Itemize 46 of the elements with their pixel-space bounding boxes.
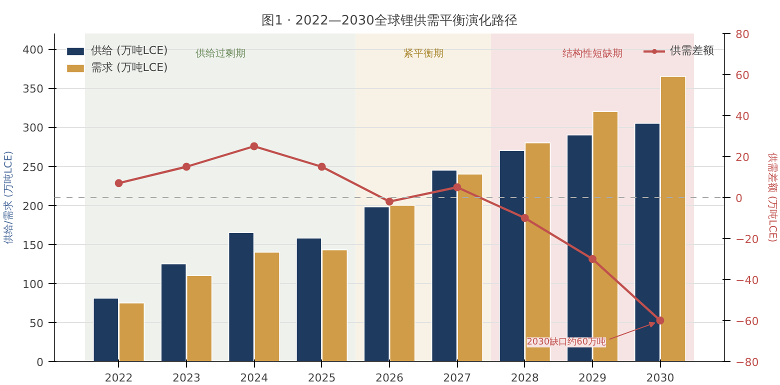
y-axis-title: 供给/需求 (万吨LCE)	[2, 150, 15, 244]
legend-label: 供给 (万吨LCE)	[91, 43, 168, 58]
band-label: 供给过剩期	[195, 48, 246, 60]
y-tick-label: 50	[30, 316, 44, 330]
x-tick-label: 2026	[376, 372, 404, 384]
x-tick-label: 2024	[240, 372, 268, 384]
y-tick-label: 150	[22, 238, 44, 252]
y-tick-label: 250	[22, 160, 44, 174]
point	[656, 316, 664, 324]
point	[520, 214, 529, 222]
point	[386, 198, 394, 206]
x-tick-label: 2027	[443, 372, 472, 384]
y2-tick-label: 40	[736, 110, 750, 123]
y-tick-label: 200	[22, 200, 44, 213]
chart-title: 图1 · 2022—2030全球锂供需平衡演化路径	[262, 14, 518, 28]
y-tick-label: 100	[22, 278, 44, 291]
x-tick-label: 2022	[104, 372, 133, 384]
legend-label: 需求 (万吨LCE)	[91, 60, 168, 75]
y2-tick-label: 60	[736, 69, 750, 82]
y-tick-label: 0	[36, 356, 44, 369]
y-tick-label: 300	[22, 122, 44, 135]
y2-tick-label: −40	[736, 274, 759, 287]
band-label: 结构性短缺期	[562, 48, 623, 60]
point	[318, 162, 326, 171]
y2-tick-label: −60	[736, 315, 759, 328]
band-label: 紧平衡期	[403, 48, 444, 60]
y-tick-label: 350	[22, 82, 44, 96]
point	[182, 162, 190, 171]
x-tick-label: 2028	[510, 372, 539, 384]
x-tick-label: 2030	[646, 372, 674, 384]
x-tick-label: 2023	[172, 372, 200, 384]
y2-tick-label: −20	[736, 233, 759, 246]
y2-tick-label: 20	[736, 151, 750, 164]
y2-axis-title: 供需差额 (万吨LCE)	[766, 152, 779, 243]
x-tick-label: 2029	[578, 372, 607, 384]
y2-tick-label: −80	[736, 356, 759, 369]
point	[250, 142, 258, 150]
y2-tick-label: 0	[736, 192, 742, 205]
y-tick-label: 400	[22, 44, 44, 57]
point	[114, 179, 123, 188]
y2-tick-label: 80	[736, 28, 750, 41]
x-tick-label: 2025	[308, 372, 336, 384]
point	[588, 255, 597, 263]
legend-label: 供需差额	[670, 43, 714, 58]
annotation: 2030缺口约60万吨	[526, 336, 606, 348]
point	[453, 183, 462, 192]
